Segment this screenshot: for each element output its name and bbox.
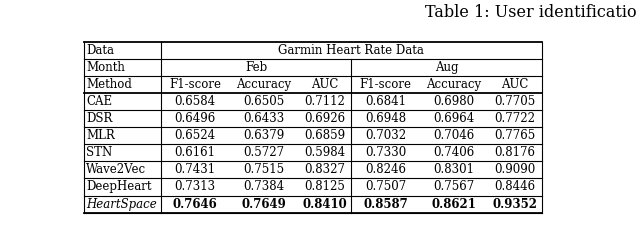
Text: 0.8246: 0.8246: [365, 164, 406, 176]
Text: STN: STN: [86, 147, 112, 159]
Text: 0.7765: 0.7765: [494, 130, 536, 142]
Text: Garmin Heart Rate Data: Garmin Heart Rate Data: [278, 44, 424, 57]
Text: AUC: AUC: [501, 78, 529, 91]
Text: 0.6161: 0.6161: [175, 147, 216, 159]
Text: Accuracy: Accuracy: [236, 78, 291, 91]
Text: 0.7646: 0.7646: [173, 198, 218, 210]
Text: 0.7515: 0.7515: [243, 164, 284, 176]
Text: 0.7384: 0.7384: [243, 181, 284, 193]
Text: 0.6980: 0.6980: [433, 95, 474, 108]
Text: 0.7705: 0.7705: [494, 95, 536, 108]
Text: DSR: DSR: [86, 112, 113, 125]
Text: 0.7406: 0.7406: [433, 147, 475, 159]
Text: Month: Month: [86, 61, 125, 74]
Text: 0.8587: 0.8587: [363, 198, 408, 210]
Text: 0.8446: 0.8446: [495, 181, 536, 193]
Text: 0.6926: 0.6926: [304, 112, 345, 125]
Text: 0.5984: 0.5984: [304, 147, 345, 159]
Text: HeartSpace: HeartSpace: [86, 198, 157, 210]
Text: 0.6841: 0.6841: [365, 95, 406, 108]
Text: Table 1: User identificatio: Table 1: User identificatio: [425, 4, 637, 21]
Text: 0.8410: 0.8410: [302, 198, 347, 210]
Text: 0.6433: 0.6433: [243, 112, 284, 125]
Text: 0.7507: 0.7507: [365, 181, 406, 193]
Text: Accuracy: Accuracy: [426, 78, 481, 91]
Text: F1-score: F1-score: [360, 78, 412, 91]
Text: 0.8176: 0.8176: [495, 147, 536, 159]
Text: 0.7330: 0.7330: [365, 147, 406, 159]
Text: 0.7112: 0.7112: [304, 95, 345, 108]
Text: CAE: CAE: [86, 95, 112, 108]
Text: 0.6859: 0.6859: [304, 130, 345, 142]
Text: Feb: Feb: [245, 61, 268, 74]
Text: 0.7032: 0.7032: [365, 130, 406, 142]
Text: 0.6524: 0.6524: [175, 130, 216, 142]
Text: 0.7649: 0.7649: [241, 198, 286, 210]
Text: 0.8301: 0.8301: [433, 164, 474, 176]
Text: 0.7046: 0.7046: [433, 130, 475, 142]
Text: MLR: MLR: [86, 130, 115, 142]
Text: 0.9090: 0.9090: [494, 164, 536, 176]
Text: 0.5727: 0.5727: [243, 147, 284, 159]
Text: AUC: AUC: [311, 78, 338, 91]
Text: 0.6964: 0.6964: [433, 112, 475, 125]
Text: DeepHeart: DeepHeart: [86, 181, 152, 193]
Text: Aug: Aug: [435, 61, 458, 74]
Text: F1-score: F1-score: [169, 78, 221, 91]
Text: Method: Method: [86, 78, 132, 91]
Text: 0.6496: 0.6496: [175, 112, 216, 125]
Text: 0.8327: 0.8327: [304, 164, 345, 176]
Text: 0.9352: 0.9352: [493, 198, 538, 210]
Text: 0.6505: 0.6505: [243, 95, 284, 108]
Text: 0.6948: 0.6948: [365, 112, 406, 125]
Text: 0.8621: 0.8621: [431, 198, 476, 210]
Text: 0.8125: 0.8125: [304, 181, 345, 193]
Text: 0.7313: 0.7313: [175, 181, 216, 193]
Text: Data: Data: [86, 44, 114, 57]
Text: 0.7567: 0.7567: [433, 181, 475, 193]
Text: 0.7431: 0.7431: [175, 164, 216, 176]
Text: 0.7722: 0.7722: [495, 112, 536, 125]
Text: Wave2Vec: Wave2Vec: [86, 164, 146, 176]
Text: 0.6379: 0.6379: [243, 130, 284, 142]
Text: 0.6584: 0.6584: [175, 95, 216, 108]
